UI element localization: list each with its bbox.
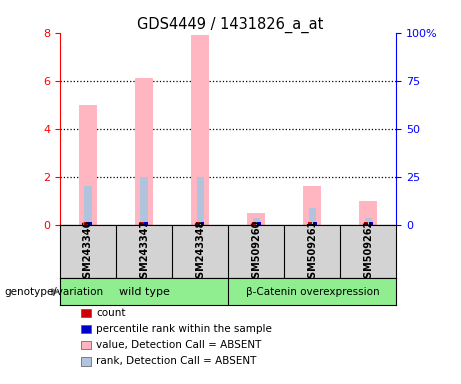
Bar	[309, 208, 316, 225]
Text: genotype/variation: genotype/variation	[5, 287, 104, 297]
Text: GSM243348: GSM243348	[195, 219, 205, 285]
Bar	[257, 222, 260, 225]
Bar	[313, 222, 317, 225]
Text: GSM509260: GSM509260	[251, 219, 261, 285]
Text: GSM509261: GSM509261	[307, 219, 317, 285]
Text: GSM243346: GSM243346	[83, 219, 93, 285]
Bar	[201, 222, 205, 225]
Bar	[196, 177, 204, 225]
Text: count: count	[96, 308, 126, 318]
Bar	[79, 105, 97, 225]
Bar	[83, 222, 88, 225]
Bar	[369, 222, 373, 225]
Bar	[247, 213, 265, 225]
Bar	[364, 222, 368, 225]
Bar	[140, 222, 144, 225]
Text: GSM243347: GSM243347	[139, 219, 149, 285]
Bar	[89, 222, 92, 225]
Text: rank, Detection Call = ABSENT: rank, Detection Call = ABSENT	[96, 356, 257, 366]
Bar	[252, 222, 256, 225]
Text: GDS4449 / 1431826_a_at: GDS4449 / 1431826_a_at	[137, 17, 324, 33]
Bar	[144, 222, 148, 225]
Text: GSM509262: GSM509262	[363, 219, 373, 285]
Text: β-Catenin overexpression: β-Catenin overexpression	[246, 287, 379, 297]
Text: wild type: wild type	[118, 287, 170, 297]
Bar	[360, 201, 378, 225]
Text: value, Detection Call = ABSENT: value, Detection Call = ABSENT	[96, 340, 262, 350]
Bar	[141, 177, 148, 225]
Bar	[196, 222, 200, 225]
Bar	[191, 35, 209, 225]
Bar	[365, 218, 372, 225]
Bar	[308, 222, 312, 225]
Bar	[253, 218, 260, 225]
Bar	[84, 186, 92, 225]
Text: percentile rank within the sample: percentile rank within the sample	[96, 324, 272, 334]
Bar	[303, 186, 321, 225]
Bar	[135, 78, 153, 225]
